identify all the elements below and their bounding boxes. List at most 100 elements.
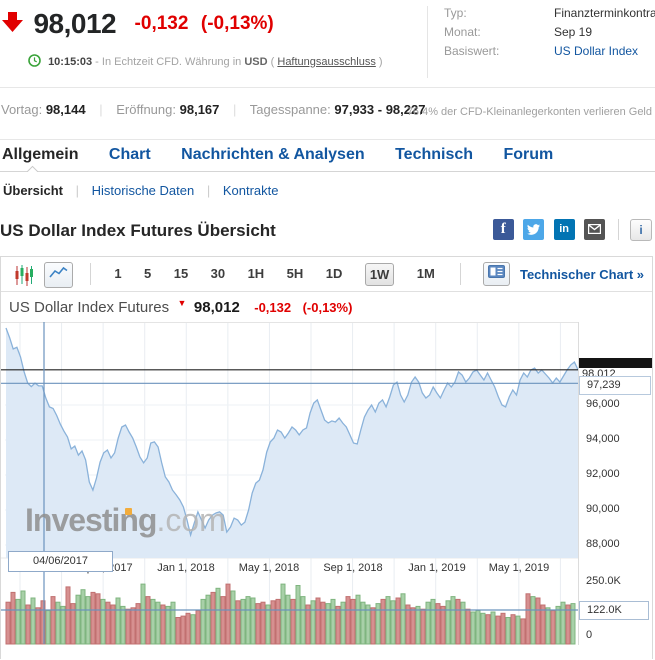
timeframe-1h[interactable]: 1H [247,266,265,281]
quote-currency: USD [244,56,268,68]
divider: | [75,183,79,198]
disclaimer-link[interactable]: Haftungsausschluss [277,56,376,68]
timeframe-30[interactable]: 30 [210,266,226,281]
x-axis-tick-label: May 1, 2018 [238,562,300,574]
info-label: Typ: [444,6,467,20]
stat-label: Tagesspanne: [249,102,331,117]
chart-change: -0,132 [254,300,292,315]
volume-line-tag: 122.0K [579,601,649,620]
x-axis-tick-label: Sep 1, 2018 [323,562,383,574]
investing-watermark: Investing.com [25,502,226,539]
info-row-basiswert: Basiswert: US Dollar Index [436,44,653,60]
clock-icon [28,54,44,70]
stats-row: Vortag: 98,144 | Eröffnung: 98,167 | Tag… [0,88,655,140]
price-row: 98,012 -0,132 (-0,13%) [2,8,274,40]
sub-nav: Übersicht | Historische Daten | Kontrakt… [0,172,655,208]
chart-last-price: 98,012 [193,299,240,316]
main-tab-bar: Allgemein Chart Nachrichten & Analysen T… [0,140,655,172]
last-price-tag [579,358,652,368]
quote-time-row: 10:15:03 - In Echtzeit CFD. Währung in U… [28,54,383,70]
tab-nachrichten-analysen[interactable]: Nachrichten & Analysen [181,146,365,163]
info-value: Finanzterminkontrakte [554,6,655,20]
chart-plot[interactable] [1,322,652,660]
tab-technisch[interactable]: Technisch [395,146,474,163]
y-axis-tick-label: 88,000 [586,538,620,550]
news-panel-button[interactable] [482,262,510,286]
chart-title-row: US Dollar Index Futures ▼ 98,012 -0,132 … [1,292,652,322]
watermark-flame-dot [125,508,132,515]
stat-value-eroeffnung: 98,167 [179,102,220,117]
chart-widget: 1 5 15 30 1H 5H 1D 1W 1M Technischer Cha… [0,256,653,659]
instrument-change: -0,132 [134,13,189,34]
stat-label: Eröffnung: [116,102,176,117]
timeframe-5h[interactable]: 5H [286,266,304,281]
instrument-change-pct: (-0,13%) [200,13,274,34]
info-value: Sep 19 [554,25,593,39]
timeframe-1[interactable]: 1 [114,266,122,281]
tab-chart[interactable]: Chart [108,146,151,163]
timeframe-1d[interactable]: 1D [325,266,343,281]
y-axis-tick-label: 94,000 [586,433,620,445]
timeframe-15[interactable]: 15 [173,266,189,281]
subnav-kontrakte[interactable]: Kontrakte [222,183,279,198]
candlestick-chart-icon[interactable] [15,265,33,291]
email-share-icon[interactable] [584,219,606,240]
instrument-last-price: 98,012 [33,8,117,39]
y-axis-tick-label: 92,000 [586,468,620,480]
divider [617,219,619,240]
tab-forum[interactable]: Forum [503,146,554,163]
info-row-monat: Monat: Sep 19 [436,25,653,41]
info-label: Monat: [444,25,481,39]
page-title: US Dollar Index Futures Übersicht [0,221,276,240]
daily-stats: Vortag: 98,144 | Eröffnung: 98,167 | Tag… [1,102,425,117]
y-axis-tick-label: 90,000 [586,503,620,515]
share-bar: f in i [488,219,652,241]
crosshair-price-tag: 97,239 [579,376,651,395]
stat-label: Vortag: [1,102,43,117]
underlying-link[interactable]: US Dollar Index [554,44,639,58]
quote-time: 10:15:03 [48,56,93,68]
linkedin-share-icon[interactable]: in [553,219,575,240]
timeframe-1m[interactable]: 1M [416,266,435,281]
watermark-text: Investing [25,502,157,538]
paren: ) [378,56,383,68]
divider: | [206,183,211,198]
technischer-chart-link[interactable]: Technischer Chart » [519,267,644,282]
twitter-share-icon[interactable] [523,219,545,240]
paren: ( [270,56,275,68]
info-row-typ: Typ: Finanzterminkontrakte [436,6,655,22]
x-axis-tick-label: Jan 1, 2019 [408,562,466,574]
line-chart-button[interactable] [44,262,74,288]
stat-value-tagesspanne: 97,933 - 98,227 [334,102,426,117]
divider [460,263,462,285]
info-icon[interactable]: i [630,219,652,241]
chart-down-arrow-icon: ▼ [177,298,187,308]
active-tab-caret [24,164,40,172]
timeframe-5[interactable]: 5 [144,266,152,281]
facebook-share-icon[interactable]: f [492,219,514,240]
quote-header: 98,012 -0,132 (-0,13%) 10:15:03 - In Ech… [0,0,655,88]
y-axis-tick-label: 96,000 [586,398,620,410]
quote-realtime-note: - In Echtzeit CFD. Währung in [95,56,242,68]
price-chart-canvas[interactable]: Investing.com 98,012 97,239 250.0K 122.0… [1,322,652,660]
subnav-uebersicht[interactable]: Übersicht [3,183,63,198]
chart-instrument-name: US Dollar Index Futures [9,299,170,316]
volume-axis-top-label: 250.0K [586,575,621,587]
y-axis-gutter [578,322,652,645]
timeframe-1w-active[interactable]: 1W [364,263,395,286]
tab-allgemein[interactable]: Allgemein [2,146,79,163]
divider [89,263,91,285]
watermark-suffix: .com [156,502,226,538]
info-label: Basiswert: [444,44,500,58]
cfd-risk-note: 76.4% der CFD-Kleinanlegerkonten verlier… [406,106,652,118]
x-axis-tick-label: Jan 1, 2018 [157,562,215,574]
divider: | [99,102,103,117]
volume-axis-zero-label: 0 [586,629,593,641]
subnav-historische-daten[interactable]: Historische Daten [91,183,195,198]
stat-value-vortag: 98,144 [45,102,86,117]
chart-change-pct: (-0,13%) [302,300,353,315]
x-axis-tick-label: May 1, 2019 [488,562,550,574]
crosshair-date-tooltip: 04/06/2017 [8,551,113,572]
contract-info-panel: Typ: Finanzterminkontrakte Monat: Sep 19… [427,6,655,78]
